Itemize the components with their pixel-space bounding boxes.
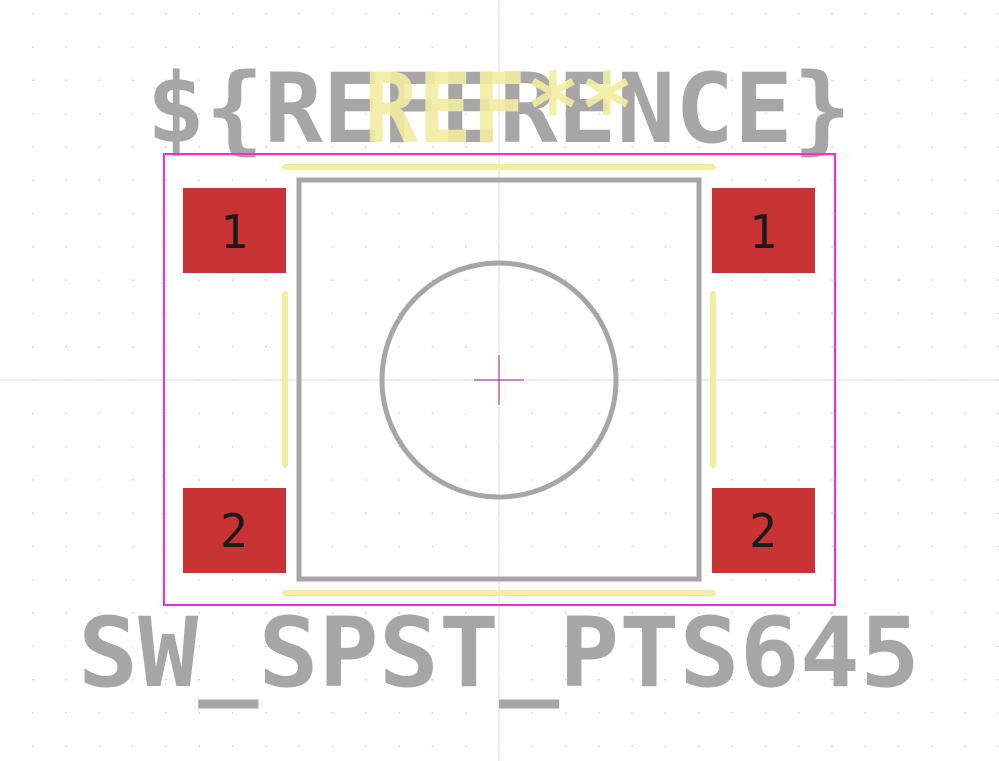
origin-marker (474, 355, 524, 405)
pad-copper (183, 188, 286, 273)
pad-copper (183, 488, 286, 573)
pad-number-label: 1 (749, 205, 777, 259)
pad-copper (712, 188, 815, 273)
actuator-circle (379, 260, 619, 500)
switch-body-outline (296, 177, 702, 582)
pad-bottom-left[interactable]: 2 (183, 488, 286, 573)
courtyard-outline (163, 153, 836, 606)
silkscreen-outline (282, 164, 716, 596)
pad-copper (712, 488, 815, 573)
pad-number-label: 2 (749, 504, 777, 558)
pad-number-label: 2 (220, 504, 248, 558)
pad-number-label: 1 (220, 205, 248, 259)
pad-top-left[interactable]: 1 (183, 188, 286, 273)
reference-designator-text: REF** (364, 53, 634, 165)
pad-top-right[interactable]: 1 (712, 188, 815, 273)
reference-field-text: ${REFERENCE} (147, 53, 852, 165)
pad-bottom-right[interactable]: 2 (712, 488, 815, 573)
value-field-text: SW_SPST_PTS645 (78, 597, 920, 709)
